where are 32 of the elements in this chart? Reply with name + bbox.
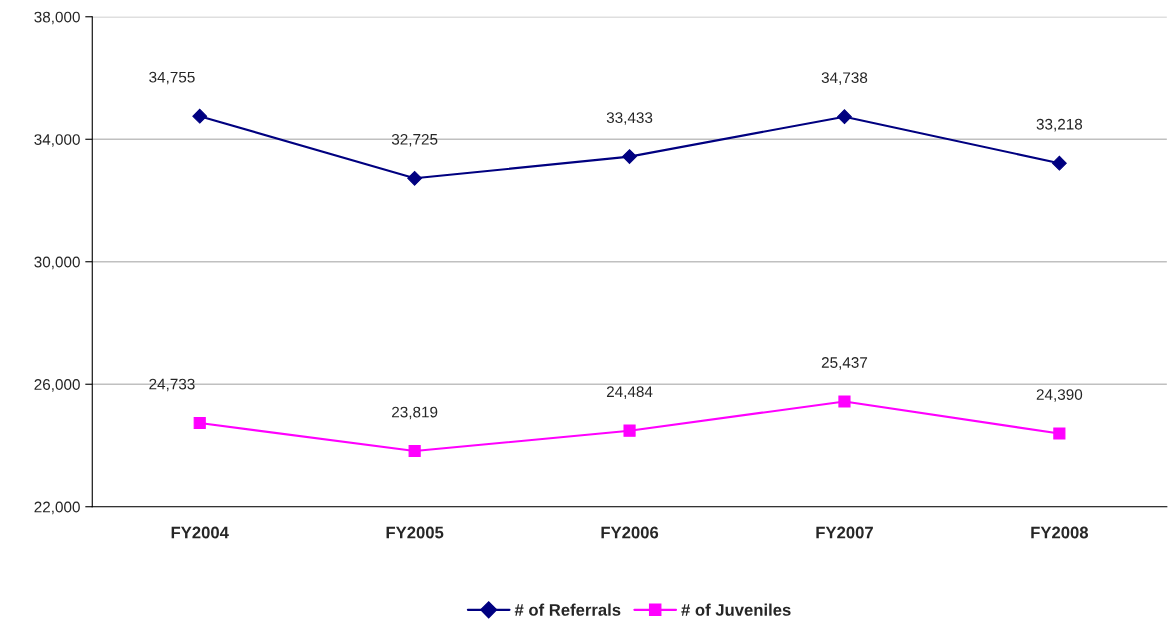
x-tick-label: FY2007 — [816, 526, 873, 539]
point — [193, 416, 206, 430]
data-label: 24,390 — [1036, 389, 1083, 402]
point — [407, 170, 423, 186]
point — [837, 109, 852, 125]
data-label: 24,733 — [149, 378, 195, 392]
y-tick-label: 22,000 — [34, 501, 80, 515]
data-label: 33,433 — [606, 112, 653, 125]
y-tick-label: 30,000 — [34, 256, 80, 270]
point — [623, 424, 636, 437]
data-label: 34,755 — [149, 71, 195, 85]
point — [622, 149, 637, 165]
point — [1053, 427, 1066, 440]
x-tick-label: FY2008 — [1031, 526, 1089, 539]
x-tick-label: FY2005 — [386, 526, 444, 539]
data-label: 25,437 — [821, 357, 868, 370]
data-label: 23,819 — [392, 406, 438, 420]
x-tick-label: FY2006 — [601, 526, 659, 539]
legend-label: # of Referrals — [514, 603, 621, 616]
data-label: 32,725 — [391, 133, 438, 147]
data-label: 33,218 — [1036, 118, 1083, 132]
data-label: 34,738 — [821, 72, 868, 85]
x-tick-label: FY2004 — [171, 526, 229, 539]
data-label: 24,484 — [606, 386, 653, 399]
legend-label: # of Juveniles — [681, 603, 791, 616]
y-tick-label: 38,000 — [34, 11, 80, 25]
point — [1051, 155, 1067, 171]
point — [408, 444, 421, 458]
point — [192, 108, 208, 124]
y-tick-label: 34,000 — [34, 134, 80, 147]
point — [838, 395, 851, 408]
y-tick-label: 26,000 — [34, 379, 80, 392]
